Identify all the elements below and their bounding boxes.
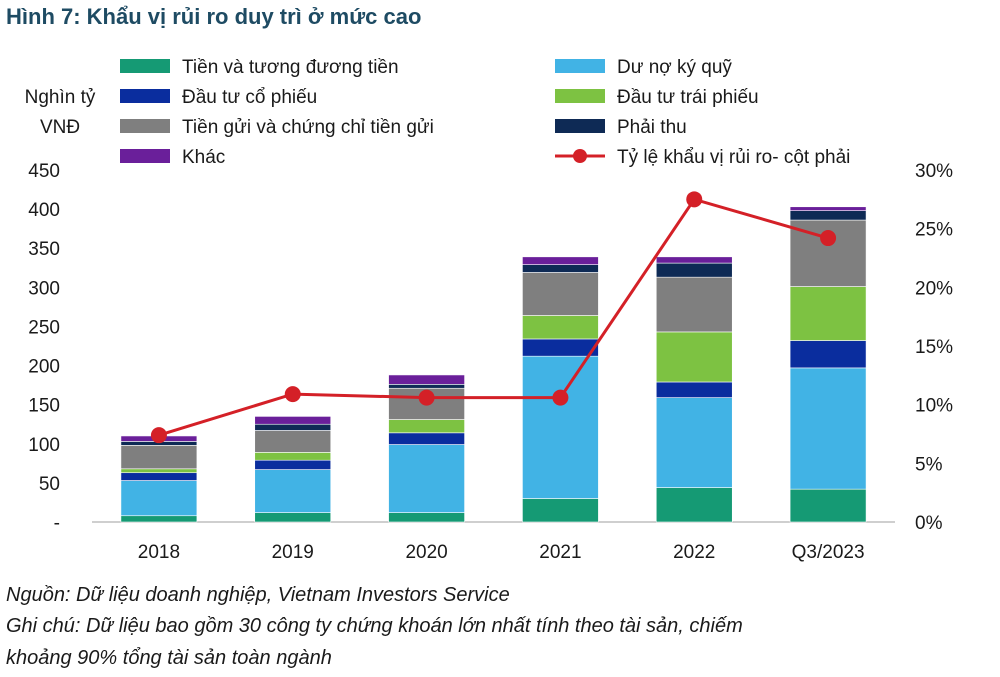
legend-swatch	[120, 119, 170, 133]
y-left-axis-label-line1: Nghìn tỷ	[25, 87, 96, 108]
risk-ratio-line	[150, 191, 837, 444]
x-tick-label: 2022	[673, 542, 715, 563]
legend-label: Tiền và tương đương tiền	[182, 57, 399, 78]
bar-segment	[120, 472, 198, 481]
bar-segment	[522, 315, 599, 340]
x-tick-label: 2018	[138, 542, 180, 563]
y-left-tick-label: 50	[39, 474, 60, 495]
bar-segment	[388, 374, 465, 385]
bar-segment	[388, 419, 465, 434]
y-right-tick-label: 15%	[915, 337, 953, 358]
x-tick-label: Q3/2023	[792, 542, 865, 563]
x-tick-label: 2021	[539, 542, 581, 563]
y-left-tick-label: 350	[28, 239, 60, 260]
bar-segment	[254, 416, 332, 425]
line-point	[820, 230, 837, 247]
y-left-tick-label: 450	[28, 161, 60, 182]
bar-segment	[655, 381, 733, 398]
bars	[120, 206, 867, 523]
bar-segment	[789, 367, 867, 490]
legend-label: Đầu tư cổ phiếu	[182, 87, 317, 108]
bar-segment	[522, 338, 599, 357]
bar-segment	[789, 206, 867, 211]
y-left-tick-label: 400	[28, 200, 60, 221]
bar-segment	[254, 423, 332, 431]
source-note: Nguồn: Dữ liệu doanh nghiệp, Vietnam Inv…	[6, 584, 510, 606]
bar-segment	[655, 397, 733, 488]
bar-segment	[254, 469, 332, 513]
legend-line-marker	[573, 149, 587, 163]
legend-swatch	[555, 89, 605, 103]
y-right-tick-label: 30%	[915, 161, 953, 182]
legend-swatch	[555, 119, 605, 133]
bar-segment	[522, 272, 599, 316]
legend-swatch	[120, 59, 170, 73]
y-right-tick-label: 10%	[915, 396, 953, 417]
figure-title: Hình 7: Khẩu vị rủi ro duy trì ở mức cao	[6, 4, 422, 29]
bar-segment	[254, 459, 332, 470]
x-tick-label: 2020	[405, 542, 447, 563]
y-left-tick-label: 300	[28, 278, 60, 299]
bar-segment	[789, 210, 867, 221]
y-right-tick-label: 0%	[915, 513, 943, 534]
bar-segment	[388, 444, 465, 513]
line-point	[552, 389, 569, 406]
y-left-tick-label: 250	[28, 317, 60, 338]
legend-label: Phải thu	[617, 117, 687, 138]
line-path	[158, 197, 829, 437]
bar-segment	[522, 498, 599, 523]
x-axis: 2018 2019 2020 2021 2022 Q3/2023	[138, 542, 865, 563]
legend-label: Khác	[182, 147, 225, 168]
bar-segment	[254, 512, 332, 523]
line-point	[418, 389, 435, 406]
line-point	[150, 427, 167, 444]
legend-swatch	[555, 59, 605, 73]
stacked-bar-line-chart: Nghìn tỷ VNĐ Tiền và tương đương tiền Dư …	[25, 57, 954, 563]
bar-segment	[655, 276, 733, 333]
y-left-axis-label-line2: VNĐ	[40, 117, 80, 138]
bar-segment	[655, 331, 733, 383]
bar-segment	[522, 355, 599, 499]
y-right-tick-label: 20%	[915, 278, 953, 299]
y-left-tick-label: 200	[28, 357, 60, 378]
bar-segment	[789, 488, 867, 523]
legend-swatch	[120, 149, 170, 163]
bar-segment	[655, 262, 733, 278]
legend-label: Dư nợ ký quỹ	[617, 57, 732, 78]
y-right-tick-label: 5%	[915, 454, 943, 475]
bar-segment	[388, 432, 465, 445]
footnote-line-1: Ghi chú: Dữ liệu bao gồm 30 công ty chứn…	[6, 615, 743, 637]
legend-label: Đầu tư trái phiếu	[617, 87, 759, 108]
legend-label: Tỷ lệ khẩu vị rủi ro- cột phải	[617, 147, 850, 168]
y-right-tick-label: 25%	[915, 220, 953, 241]
bar-segment	[120, 468, 198, 474]
bar-segment	[120, 515, 198, 523]
bar-segment	[655, 256, 733, 264]
line-point	[284, 386, 301, 403]
bar-segment	[789, 286, 867, 341]
bar-segment	[388, 384, 465, 389]
legend-label: Tiền gửi và chứng chỉ tiền gửi	[182, 117, 434, 138]
bar-segment	[522, 256, 599, 265]
y-left-tick-label: -	[54, 513, 60, 534]
legend: Tiền và tương đương tiền Dư nợ ký quỹ Đầu …	[120, 57, 850, 168]
legend-swatch	[120, 89, 170, 103]
bar-segment	[254, 452, 332, 461]
bar-segment	[388, 512, 465, 523]
x-tick-label: 2019	[272, 542, 314, 563]
footnote-line-2: khoảng 90% tổng tài sản toàn ngành	[6, 647, 332, 669]
y-left-tick-label: 150	[28, 396, 60, 417]
y-left-axis: - 50 100 150 200 250 300 350 400 450	[28, 161, 60, 534]
y-right-axis: 0% 5% 10% 15% 20% 25% 30%	[915, 161, 953, 534]
bar-segment	[655, 487, 733, 523]
bar-segment	[789, 340, 867, 369]
y-left-tick-label: 100	[28, 435, 60, 456]
bar-segment	[120, 480, 198, 517]
bar-segment	[120, 445, 198, 470]
bar-segment	[522, 264, 599, 273]
bar-segment	[254, 430, 332, 453]
line-point	[686, 191, 703, 208]
